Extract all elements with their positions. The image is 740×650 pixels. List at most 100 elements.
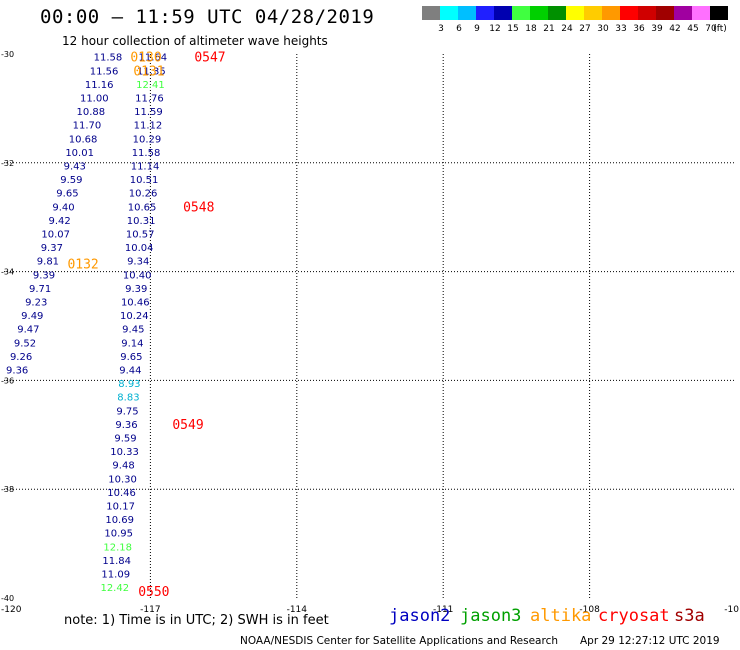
colorbar-tick-label: 24 [561, 24, 573, 34]
colorbar-tick-label: 30 [597, 24, 609, 34]
legend-cryosat: cryosat [598, 606, 670, 626]
pass-time-annotation: 0132 [67, 257, 98, 272]
colorbar-swatch [458, 6, 476, 20]
data-label-swh: 9.34 [127, 257, 149, 268]
colorbar-swatch [548, 6, 566, 20]
y-tick-label: -36 [1, 376, 14, 385]
page-title: 00:00 – 11:59 UTC 04/28/2019 [40, 6, 375, 28]
data-label-swh: 11.58 [132, 148, 161, 159]
data-label-swh: 8.83 [117, 393, 139, 404]
data-label-swh: 10.07 [41, 230, 70, 241]
data-label-swh: 8.93 [118, 379, 140, 390]
data-label-swh: 10.46 [107, 488, 136, 499]
data-label-swh: 9.59 [60, 175, 82, 186]
data-label-swh: 11.00 [80, 94, 109, 105]
data-label-swh: 11.12 [134, 121, 163, 132]
data-label-swh: 10.04 [125, 243, 154, 254]
data-label-swh: 11.56 [90, 66, 119, 77]
data-label-swh: 10.01 [65, 148, 94, 159]
pass-time-annotation: 0550 [138, 585, 169, 600]
data-label-swh: 9.45 [122, 325, 144, 336]
colorbar-swatch [620, 6, 638, 20]
data-label-swh: 9.39 [125, 284, 147, 295]
data-label-swh: 12.18 [103, 542, 132, 553]
y-tick-label: -34 [1, 268, 14, 277]
data-label-swh: 10.88 [77, 107, 106, 118]
pass-time-annotation: 0548 [183, 200, 214, 215]
x-tick-label: -108 [579, 605, 600, 615]
data-label-swh: 10.65 [128, 202, 157, 213]
colorbar-tick-label: 15 [507, 24, 518, 34]
colorbar-swatch [422, 6, 440, 20]
data-label-swh: 10.95 [104, 529, 133, 540]
data-label-swh: 11.09 [101, 570, 130, 581]
footer-note: note: 1) Time is in UTC; 2) SWH is in fe… [64, 613, 329, 628]
x-tick-label: -111 [433, 605, 453, 615]
colorbar-swatch [638, 6, 656, 20]
data-label-swh: 10.40 [123, 270, 152, 281]
colorbar-tick-label: 27 [579, 24, 590, 34]
x-tick-label: -10 [724, 605, 739, 615]
data-label-swh: 9.47 [17, 325, 39, 336]
pass-time-annotation: 0131 [133, 64, 164, 79]
data-label-swh: 10.29 [133, 134, 162, 145]
data-label-swh: 9.52 [14, 338, 36, 349]
colorbar-swatch [692, 6, 710, 20]
colorbar: 3 6 9 12 15 18 21 24 27 30 33 36 39 42 45 70(ft) [422, 6, 728, 34]
colorbar-tick-label: 45 [687, 24, 698, 34]
data-label-swh: 11.59 [134, 107, 163, 118]
data-label-swh: 9.37 [41, 243, 63, 254]
colorbar-swatch [440, 6, 458, 20]
data-label-swh: 10.69 [105, 515, 134, 526]
pass-time-annotation: 0549 [172, 418, 203, 433]
y-tick-label: -30 [1, 50, 14, 59]
colorbar-tick-label: 6 [456, 24, 462, 34]
colorbar-swatch [494, 6, 512, 20]
data-label-swh: 9.48 [112, 461, 134, 472]
y-tick-label: -32 [1, 159, 14, 168]
data-label-swh: 9.36 [115, 420, 137, 431]
data-label-swh: 9.49 [21, 311, 43, 322]
data-label-swh: 9.40 [52, 202, 74, 213]
colorbar-tick-label: 33 [615, 24, 626, 34]
colorbar-tick-label: 39 [651, 24, 663, 34]
data-label-swh: 9.39 [33, 270, 55, 281]
data-label-swh: 10.31 [127, 216, 156, 227]
data-label-swh: 9.14 [121, 338, 143, 349]
data-label-swh: 11.70 [73, 121, 102, 132]
data-label-swh: 10.33 [110, 447, 139, 458]
data-label-swh: 9.81 [37, 257, 59, 268]
colorbar-swatch [476, 6, 494, 20]
data-label-swh: 9.36 [6, 366, 28, 377]
pass-time-annotation: 0130 [130, 51, 161, 66]
data-label-swh: 9.65 [120, 352, 142, 363]
data-label-swh: 11.16 [85, 80, 114, 91]
colorbar-tick-label: 70 [705, 24, 717, 34]
data-label-swh: 9.65 [56, 189, 78, 200]
data-label-swh: 9.43 [64, 162, 86, 173]
footer-timestamp: Apr 29 12:27:12 UTC 2019 [580, 635, 720, 647]
colorbar-tick-label: 42 [669, 24, 680, 34]
y-tick-label: -38 [1, 485, 14, 494]
colorbar-swatch [602, 6, 620, 20]
legend-altika: altika [530, 606, 592, 626]
colorbar-tick-label: 12 [489, 24, 500, 34]
data-label-swh: 9.59 [114, 434, 136, 445]
footer-credit: NOAA/NESDIS Center for Satellite Applica… [240, 635, 558, 647]
data-label-swh: 9.71 [29, 284, 51, 295]
colorbar-tick-label: 3 [438, 24, 444, 34]
data-label-swh: 10.51 [130, 175, 159, 186]
data-label-swh: 10.26 [129, 189, 158, 200]
data-label-swh: 10.46 [121, 298, 150, 309]
data-label-swh: 12.41 [136, 80, 165, 91]
data-label-swh: 11.76 [135, 94, 164, 105]
legend-jason3: jason3 [460, 606, 522, 626]
colorbar-swatch [674, 6, 692, 20]
data-label-swh: 9.23 [25, 298, 47, 309]
colorbar-tick-label: 9 [474, 24, 480, 34]
data-label-swh: 11.84 [102, 556, 131, 567]
data-label-swh: 9.42 [48, 216, 70, 227]
x-tick-label: -117 [140, 605, 160, 615]
data-label-swh: 10.68 [69, 134, 98, 145]
colorbar-swatch [530, 6, 548, 20]
